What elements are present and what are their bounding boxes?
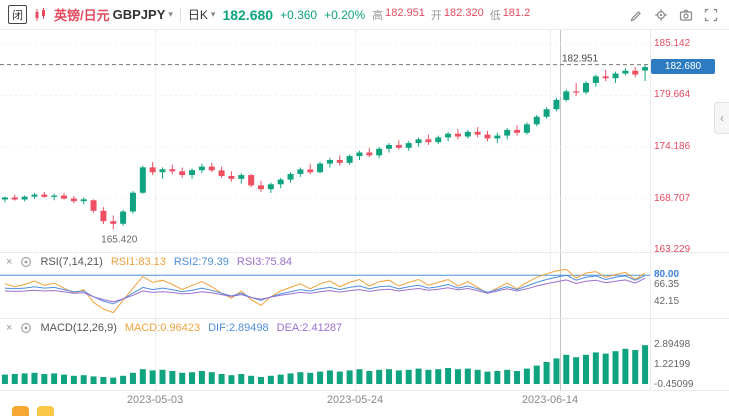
quote-stats: 高 182.951 开 182.320 低 181.2 <box>372 7 621 23</box>
draw-icon[interactable] <box>628 7 644 23</box>
rsi1-value: RSI1:83.13 <box>110 256 166 268</box>
collapse-panel-handle[interactable]: ‹ <box>714 102 729 134</box>
gridline-vertical <box>550 30 551 390</box>
time-axis-label: 2023-05-03 <box>126 394 184 406</box>
price-change-pct: +0.20% <box>324 7 366 22</box>
kline-icon <box>35 7 45 21</box>
svg-text:182.951: 182.951 <box>562 54 599 65</box>
axis-label: 174.186 <box>654 140 691 152</box>
macd-settings-icon[interactable] <box>20 322 32 334</box>
axis-label: 179.664 <box>654 89 691 101</box>
symbol-selector[interactable]: 英镑/日元 GBPJPY ▾ <box>54 5 173 24</box>
current-price-badge: 182.680 <box>651 59 715 75</box>
chevron-down-icon: ▾ <box>210 9 216 19</box>
axis-label: -0.45099 <box>654 379 694 391</box>
rsi3-value: RSI3:75.84 <box>236 256 292 268</box>
dif-value: DIF:2.89498 <box>208 322 269 334</box>
axis-label: 2.89498 <box>654 339 691 351</box>
axis-label: 66.35 <box>654 278 680 290</box>
axis-label: 185.142 <box>654 38 691 49</box>
rsi-close-icon[interactable]: × <box>6 256 13 268</box>
last-price: 182.680 <box>222 6 274 23</box>
macd-close-icon[interactable]: × <box>6 322 13 334</box>
axis-label: 163.229 <box>654 244 691 255</box>
price-axis: 182.680 185.142 179.664 174.186 168.707 163.… <box>650 30 729 408</box>
symbol-name-cn: 英镑/日元 <box>54 8 110 23</box>
dea-value: DEA:2.41287 <box>276 322 343 334</box>
price-change: +0.360 <box>280 7 318 22</box>
rsi-panel-header: × RSI(7,14,21) RSI1:83.13 RSI2:79.39 RSI… <box>6 256 292 268</box>
rsi2-value: RSI2:79.39 <box>173 256 229 268</box>
axis-divider <box>650 30 651 390</box>
crosshair-vertical-line <box>560 30 561 390</box>
axis-label: 80.00 <box>654 269 680 281</box>
camera-icon[interactable] <box>678 7 694 23</box>
market-status-badge: 闭 <box>8 5 27 24</box>
svg-text:165.420: 165.420 <box>101 234 138 245</box>
axis-label: 42.15 <box>654 296 680 308</box>
toolbar-divider <box>179 7 181 22</box>
open-label: 开 <box>430 9 442 22</box>
chevron-down-icon: ▾ <box>168 9 173 19</box>
macd-value: MACD:0.96423 <box>124 322 201 334</box>
pane-separator <box>0 390 729 391</box>
rsi-settings-icon[interactable] <box>20 256 32 268</box>
toolbar-icon-group <box>628 7 721 23</box>
pane-separator <box>0 252 729 253</box>
period-selector[interactable]: 日K ▾ <box>188 6 216 23</box>
time-axis-label: 2023-06-14 <box>521 394 579 406</box>
macd-params-label: MACD(12,26,9) <box>40 322 117 334</box>
axis-label: 168.707 <box>654 192 691 204</box>
open-value: 182.320 <box>443 6 484 19</box>
low-value: 181.2 <box>502 6 531 19</box>
high-label: 高 <box>372 9 384 22</box>
low-label: 低 <box>489 9 501 22</box>
high-value: 182.951 <box>385 6 425 19</box>
dock-app-icon[interactable] <box>37 406 54 416</box>
dock-app-icon[interactable] <box>12 406 29 416</box>
chart-area[interactable]: 182.951 165.420 × RSI(7,14,21) RSI1:83.13… <box>0 30 729 416</box>
macd-chart[interactable] <box>0 318 650 390</box>
fullscreen-icon[interactable] <box>703 7 719 23</box>
gridline-vertical <box>355 30 356 390</box>
time-axis-label: 2023-05-24 <box>326 394 384 406</box>
macd-panel-header: × MACD(12,26,9) MACD:0.96423 DIF:2.89498… <box>6 322 342 334</box>
rsi-params-label: RSI(7,14,21) <box>40 256 103 268</box>
settings-icon[interactable] <box>653 7 669 23</box>
symbol-code: GBPJPY <box>112 7 166 22</box>
rsi-chart[interactable] <box>0 252 650 318</box>
period-label: 日K <box>187 8 208 22</box>
time-axis: 2023-05-03 2023-05-24 2023-06-14 <box>0 392 650 408</box>
gridline-vertical <box>155 30 156 390</box>
axis-label: 1.22199 <box>654 359 691 371</box>
candlestick-chart[interactable]: 182.951 165.420 <box>0 30 650 252</box>
chart-toolbar: 闭 英镑/日元 GBPJPY ▾ 日K ▾ 182.680 +0.360 +0.… <box>0 0 729 30</box>
pane-separator <box>0 318 729 319</box>
